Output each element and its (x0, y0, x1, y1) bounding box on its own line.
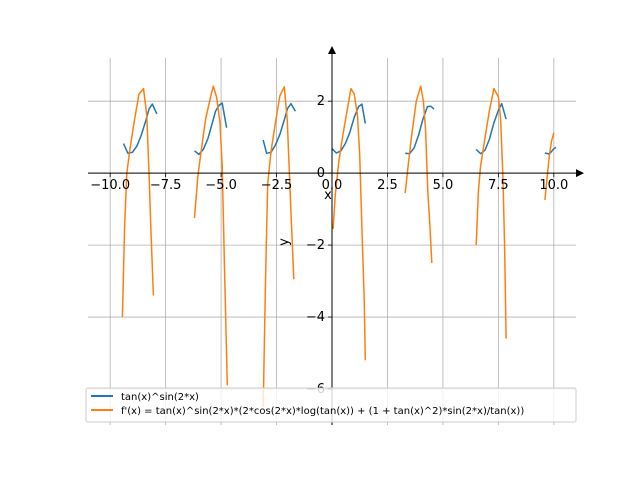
legend-label-series-2: f'(x) = tan(x)^sin(2*x)*(2*cos(2*x)*log(… (121, 406, 524, 417)
x-tick-label: −10.0 (90, 178, 130, 193)
series-2-segment-1 (121, 87, 155, 318)
series-2-segment-6 (475, 87, 507, 339)
x-tick-label: −7.5 (150, 178, 182, 193)
y-tick-label: −4 (306, 310, 325, 325)
x-tick-label: 10.0 (539, 178, 568, 193)
x-tick-label: −5.0 (205, 178, 237, 193)
x-axis-arrow (576, 169, 584, 178)
legend-label-series-1: tan(x)^sin(2*x) (121, 392, 199, 403)
axes (88, 46, 584, 425)
series-layer (121, 85, 557, 408)
series-2-segment-5 (404, 85, 433, 264)
legend: tan(x)^sin(2*x) f'(x) = tan(x)^sin(2*x)*… (85, 387, 577, 423)
series-1-segment-4 (331, 103, 367, 154)
series-2-segment-3 (262, 86, 295, 408)
y-tick-label: −2 (306, 238, 325, 253)
y-tick-label: 2 (317, 94, 325, 109)
series-1-segment-6 (475, 102, 507, 155)
series-1-segment-3 (262, 102, 297, 155)
series-1-segment-1 (122, 103, 158, 155)
y-axis-label: y (277, 238, 292, 246)
x-tick-label: 0.0 (322, 178, 343, 193)
x-tick-label: 7.5 (488, 178, 509, 193)
y-axis-arrow (328, 46, 336, 54)
legend-box (85, 387, 577, 423)
y-tick-label: 0 (317, 166, 325, 181)
x-tick-label: −2.5 (261, 178, 293, 193)
series-1-segment-7 (544, 146, 557, 155)
series-2-segment-2 (193, 85, 229, 386)
series-1-segment-5 (405, 105, 435, 155)
ticks: −10.0−7.5−5.0−2.50.02.55.07.510.0−6−4−20… (90, 94, 568, 397)
series-2-segment-7 (544, 132, 555, 201)
series-2-segment-4 (332, 87, 367, 361)
x-tick-label: 2.5 (377, 178, 398, 193)
x-axis-label: x (324, 188, 332, 203)
x-tick-label: 5.0 (433, 178, 454, 193)
